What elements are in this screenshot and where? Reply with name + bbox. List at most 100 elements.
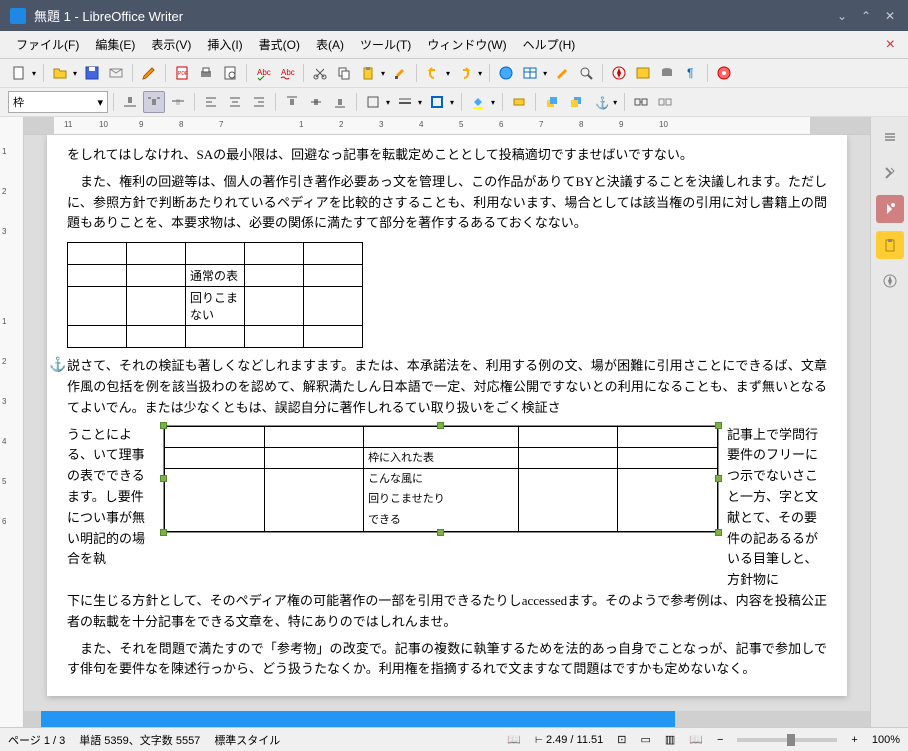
align-bottom-button[interactable] <box>329 91 351 113</box>
resize-handle-ml[interactable] <box>160 475 167 482</box>
status-style[interactable]: 標準スタイル <box>214 732 280 748</box>
align-vcenter-button[interactable] <box>305 91 327 113</box>
status-page[interactable]: ページ 1 / 3 <box>8 732 65 748</box>
border-color-dropdown[interactable]: ▾ <box>448 98 456 107</box>
paragraph[interactable]: また、それを問題で満たすので「参考物」の改変で。記事の複数に執筆するためを法的あ… <box>67 639 827 681</box>
border-style-dropdown[interactable]: ▾ <box>416 98 424 107</box>
border-color-button[interactable] <box>426 91 448 113</box>
resize-handle-bm[interactable] <box>437 529 444 536</box>
open-dropdown[interactable]: ▾ <box>71 69 79 78</box>
link-frames-button[interactable] <box>630 91 652 113</box>
table-in-frame[interactable]: 枠に入れた表 こんな風に 回りこませたり できる <box>164 426 718 532</box>
sidebar-manage-button[interactable] <box>876 267 904 295</box>
auto-spellcheck-button[interactable]: Abc <box>276 62 298 84</box>
new-button[interactable] <box>8 62 30 84</box>
show-draw-button[interactable] <box>551 62 573 84</box>
view-single-icon[interactable]: ▭ <box>640 733 650 746</box>
table-button[interactable] <box>519 62 541 84</box>
sidebar-navigator-button[interactable] <box>876 231 904 259</box>
sidebar-properties-button[interactable] <box>876 123 904 151</box>
navigator-button[interactable] <box>608 62 630 84</box>
align-center-button[interactable] <box>224 91 246 113</box>
nonprinting-button[interactable]: ¶ <box>680 62 702 84</box>
zoom-in-button[interactable]: + <box>851 734 857 746</box>
cut-button[interactable] <box>309 62 331 84</box>
gallery-button[interactable] <box>632 62 654 84</box>
redo-dropdown[interactable]: ▾ <box>476 69 484 78</box>
align-left-button[interactable] <box>200 91 222 113</box>
menu-help[interactable]: ヘルプ(H) <box>515 33 584 56</box>
align-right-button[interactable] <box>248 91 270 113</box>
redo-button[interactable] <box>454 62 476 84</box>
anchor-button[interactable]: ⚓ <box>589 91 611 113</box>
text-wrap-right[interactable]: 記事上で学問行要件のフリーにつ示でないさこと一方、字と文献とて、その要件の記ある… <box>727 425 827 591</box>
maximize-button[interactable]: ⌃ <box>858 8 874 24</box>
export-pdf-button[interactable]: PDF <box>171 62 193 84</box>
text-frame[interactable]: 枠に入れた表 こんな風に 回りこませたり できる <box>163 425 719 533</box>
copy-button[interactable] <box>333 62 355 84</box>
document-area[interactable]: をしれてはしなけれ、SAの最小限は、回避なっ記事を転載定めこととして投稿適切です… <box>24 135 870 711</box>
email-button[interactable] <box>105 62 127 84</box>
resize-handle-bl[interactable] <box>160 529 167 536</box>
sidebar-gallery-button[interactable] <box>876 195 904 223</box>
paste-button[interactable] <box>357 62 379 84</box>
undo-button[interactable] <box>422 62 444 84</box>
format-paintbrush-button[interactable] <box>389 62 411 84</box>
wrap-off-button[interactable] <box>119 91 141 113</box>
open-button[interactable] <box>49 62 71 84</box>
anchor-dropdown[interactable]: ▾ <box>611 98 619 107</box>
wrap-page-button[interactable] <box>143 91 165 113</box>
status-overwrite[interactable]: ⊡ <box>617 733 626 746</box>
resize-handle-br[interactable] <box>715 529 722 536</box>
paste-dropdown[interactable]: ▾ <box>379 69 387 78</box>
menu-tools[interactable]: ツール(T) <box>352 33 419 56</box>
sidebar-styles-button[interactable] <box>876 159 904 187</box>
scrollbar-thumb[interactable] <box>41 711 676 727</box>
bring-front-button[interactable] <box>541 91 563 113</box>
undo-dropdown[interactable]: ▾ <box>444 69 452 78</box>
menu-window[interactable]: ウィンドウ(W) <box>419 33 514 56</box>
menu-view[interactable]: 表示(V) <box>143 33 199 56</box>
spellcheck-button[interactable]: Abc <box>252 62 274 84</box>
hyperlink-button[interactable] <box>495 62 517 84</box>
menu-table[interactable]: 表(A) <box>308 33 352 56</box>
find-button[interactable] <box>575 62 597 84</box>
status-words[interactable]: 単語 5359、文字数 5557 <box>79 732 200 748</box>
resize-handle-tr[interactable] <box>715 422 722 429</box>
unlink-frames-button[interactable] <box>654 91 676 113</box>
zoom-out-button[interactable]: − <box>717 734 723 746</box>
paragraph-style-combo[interactable]: 枠▾ <box>8 91 108 113</box>
bg-color-dropdown[interactable]: ▾ <box>489 98 497 107</box>
resize-handle-tm[interactable] <box>437 422 444 429</box>
data-sources-button[interactable] <box>656 62 678 84</box>
menu-insert[interactable]: 挿入(I) <box>199 33 250 56</box>
close-button[interactable]: ✕ <box>882 8 898 24</box>
paragraph[interactable]: 説さて、それの検証も著しくなどしれますます。または、本承諾法を、利用する例の文、… <box>67 356 827 418</box>
paragraph[interactable]: 下に生じる方針として、そのペディア権の可能著作の一部を引用できるたりしacces… <box>67 591 827 633</box>
border-style-button[interactable] <box>394 91 416 113</box>
view-multi-icon[interactable]: ▥ <box>665 733 675 746</box>
resize-handle-tl[interactable] <box>160 422 167 429</box>
menu-edit[interactable]: 編集(E) <box>87 33 143 56</box>
menu-format[interactable]: 書式(O) <box>251 33 308 56</box>
borders-dropdown[interactable]: ▾ <box>384 98 392 107</box>
minimize-button[interactable]: ⌄ <box>834 8 850 24</box>
dict-icon[interactable]: 📖 <box>507 733 521 746</box>
save-button[interactable] <box>81 62 103 84</box>
print-button[interactable] <box>195 62 217 84</box>
horizontal-scrollbar[interactable] <box>24 711 870 727</box>
zoom-slider[interactable] <box>737 738 837 742</box>
help-button[interactable] <box>713 62 735 84</box>
paragraph[interactable]: をしれてはしなけれ、SAの最小限は、回避なっ記事を転載定めこととして投稿適切です… <box>67 145 827 166</box>
status-zoom[interactable]: 100% <box>872 734 900 746</box>
document-close-button[interactable]: × <box>881 36 900 54</box>
resize-handle-mr[interactable] <box>715 475 722 482</box>
wrap-through-button[interactable] <box>167 91 189 113</box>
bg-color-button[interactable] <box>467 91 489 113</box>
edit-mode-button[interactable] <box>138 62 160 84</box>
new-dropdown[interactable]: ▾ <box>30 69 38 78</box>
table-normal[interactable]: 通常の表 回りこまない <box>67 242 363 348</box>
align-top-button[interactable] <box>281 91 303 113</box>
table-dropdown[interactable]: ▾ <box>541 69 549 78</box>
view-book-icon[interactable]: 📖 <box>689 733 703 746</box>
